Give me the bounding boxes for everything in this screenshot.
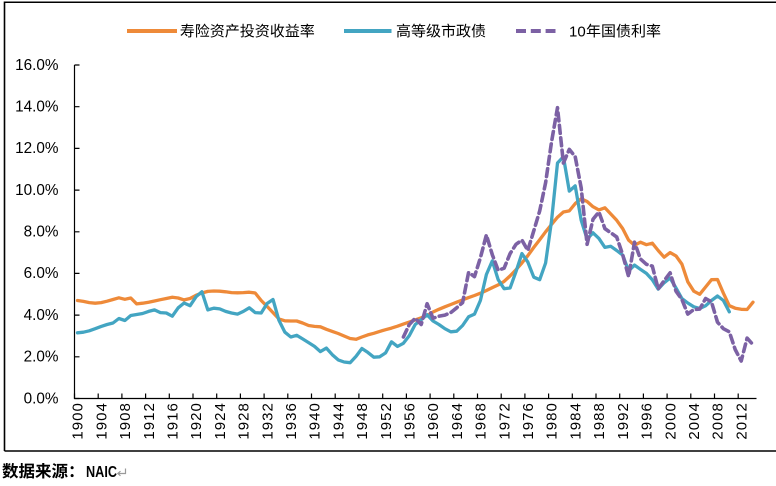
svg-text:8.0%: 8.0% [24,224,59,241]
svg-text:1928: 1928 [236,402,253,439]
svg-text:1992: 1992 [615,402,632,439]
svg-text:12.0%: 12.0% [15,140,59,157]
svg-text:1980: 1980 [544,402,561,439]
svg-text:2012: 2012 [733,402,750,439]
svg-text:1964: 1964 [449,402,466,439]
svg-text:1984: 1984 [567,402,584,439]
svg-text:2.0%: 2.0% [24,349,59,366]
svg-text:0.0%: 0.0% [24,390,59,407]
svg-text:1960: 1960 [425,402,442,439]
svg-text:1956: 1956 [402,402,419,439]
svg-text:1904: 1904 [93,402,110,439]
svg-text:1996: 1996 [639,402,656,439]
svg-text:1988: 1988 [591,402,608,439]
svg-text:1908: 1908 [117,402,134,439]
svg-text:1944: 1944 [330,402,347,439]
svg-text:1932: 1932 [259,402,276,439]
svg-text:1940: 1940 [307,402,324,439]
svg-text:1920: 1920 [188,402,205,439]
svg-text:2000: 2000 [662,402,679,439]
svg-text:1924: 1924 [212,402,229,439]
svg-text:1948: 1948 [354,402,371,439]
svg-text:2008: 2008 [710,402,727,439]
svg-text:10: 10 [569,23,586,40]
svg-text:1952: 1952 [378,402,395,439]
svg-text:16.0%: 16.0% [15,57,59,74]
svg-text:1976: 1976 [520,402,537,439]
svg-text:NAIC: NAIC [86,464,117,481]
svg-text:2004: 2004 [686,402,703,439]
svg-text:6.0%: 6.0% [24,265,59,282]
svg-text:1972: 1972 [496,402,513,439]
svg-text:1968: 1968 [473,402,490,439]
svg-text:14.0%: 14.0% [15,99,59,116]
svg-text:1916: 1916 [165,402,182,439]
svg-text:1912: 1912 [141,402,158,439]
svg-text:10.0%: 10.0% [15,182,59,199]
svg-text:1900: 1900 [70,402,87,439]
svg-text:4.0%: 4.0% [24,307,59,324]
svg-text:1936: 1936 [283,402,300,439]
